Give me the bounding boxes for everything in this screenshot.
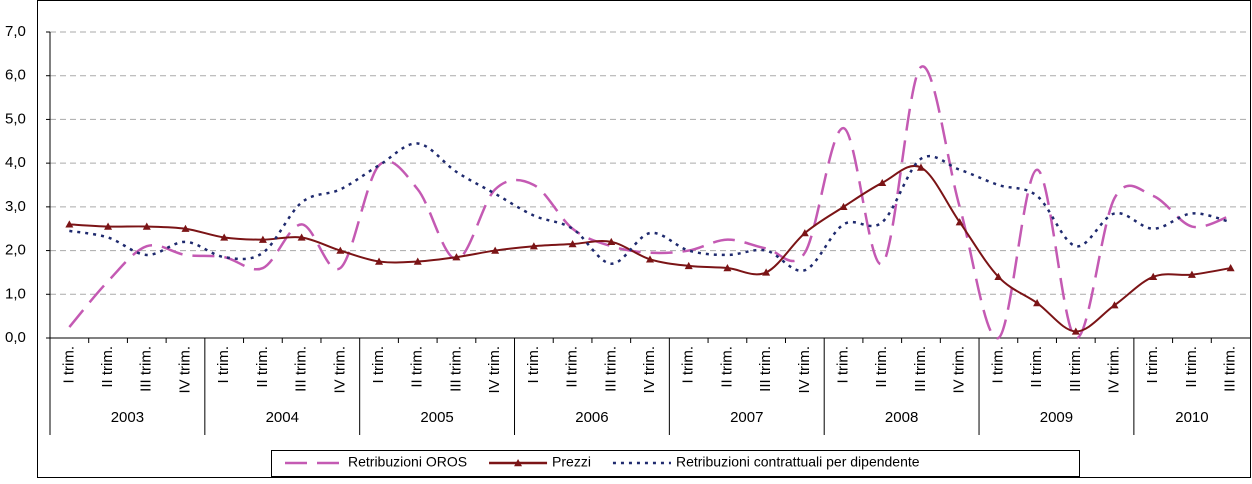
point-marker xyxy=(1071,327,1080,335)
point-marker xyxy=(800,229,809,237)
x-tick-label: III trim. xyxy=(447,346,464,392)
x-tick-label: I trim. xyxy=(989,346,1006,384)
x-group-label: 2009 xyxy=(1040,409,1073,426)
series-line xyxy=(68,65,1232,340)
legend-marker xyxy=(514,459,523,467)
point-marker xyxy=(413,257,422,265)
point-marker xyxy=(220,233,229,241)
point-marker xyxy=(762,268,771,276)
x-tick-label: IV trim. xyxy=(486,346,503,394)
x-tick-label: III trim. xyxy=(1222,346,1239,392)
x-tick-label: II trim. xyxy=(409,346,426,388)
x-tick-label: I trim. xyxy=(525,346,542,384)
legend-label: Retribuzioni contrattuali per dipendente xyxy=(676,454,920,470)
point-marker xyxy=(723,264,732,272)
x-tick-label: I trim. xyxy=(60,346,77,384)
point-marker xyxy=(646,255,654,263)
point-marker xyxy=(1110,301,1119,309)
x-tick-label: IV trim. xyxy=(331,346,348,394)
x-tick-label: IV trim. xyxy=(951,346,968,394)
point-marker xyxy=(955,218,964,226)
x-group-label: 2008 xyxy=(885,409,918,426)
point-marker xyxy=(568,240,577,248)
x-group-label: 2003 xyxy=(111,409,144,426)
y-tick-label: 2,0 xyxy=(5,242,26,259)
point-marker xyxy=(297,233,306,241)
x-tick-label: II trim. xyxy=(718,346,735,388)
point-marker xyxy=(916,163,925,171)
x-tick-label: IV trim. xyxy=(641,346,658,394)
point-marker xyxy=(994,272,1003,280)
chart-border xyxy=(37,0,1251,478)
point-marker xyxy=(491,246,500,254)
x-tick-label: IV trim. xyxy=(176,346,193,394)
x-tick-label: III trim. xyxy=(138,346,155,392)
x-tick-label: I trim. xyxy=(215,346,232,384)
x-tick-label: II trim. xyxy=(1183,346,1200,388)
x-tick-label: IV trim. xyxy=(796,346,813,394)
x-tick-label: III trim. xyxy=(293,346,310,392)
point-marker xyxy=(684,261,693,270)
x-tick-label: IV trim. xyxy=(1105,346,1122,394)
point-marker xyxy=(142,222,151,230)
x-group-label: 2004 xyxy=(266,409,299,426)
x-tick-label: I trim. xyxy=(680,346,697,384)
x-tick-label: II trim. xyxy=(99,346,116,388)
x-tick-label: I trim. xyxy=(835,346,852,384)
x-tick-label: II trim. xyxy=(564,346,581,388)
x-tick-label: II trim. xyxy=(873,346,890,388)
point-marker xyxy=(1149,272,1158,280)
y-tick-label: 7,0 xyxy=(5,23,26,40)
y-tick-label: 6,0 xyxy=(5,67,26,84)
x-tick-label: I trim. xyxy=(370,346,387,384)
point-marker xyxy=(529,242,538,250)
y-tick-label: 4,0 xyxy=(5,154,26,171)
point-marker xyxy=(181,224,190,232)
legend-label: Prezzi xyxy=(552,454,591,470)
x-group-label: 2010 xyxy=(1175,409,1208,426)
x-group-label: 2006 xyxy=(575,409,608,426)
y-tick-label: 0,0 xyxy=(5,329,26,346)
x-tick-label: I trim. xyxy=(1144,346,1161,384)
point-marker xyxy=(258,235,267,243)
point-marker xyxy=(1033,299,1042,307)
x-tick-label: III trim. xyxy=(912,346,929,392)
x-tick-label: II trim. xyxy=(1028,346,1045,388)
point-marker xyxy=(104,222,113,230)
point-marker xyxy=(375,257,384,265)
point-marker xyxy=(336,246,345,254)
point-marker xyxy=(607,237,616,246)
point-marker xyxy=(65,220,74,228)
point-marker xyxy=(878,178,887,187)
x-tick-label: III trim. xyxy=(757,346,774,392)
x-tick-label: II trim. xyxy=(254,346,271,388)
y-tick-label: 1,0 xyxy=(5,285,26,302)
point-marker xyxy=(1226,264,1235,272)
legend-label: Retribuzioni OROS xyxy=(348,454,467,470)
point-marker xyxy=(452,253,461,261)
x-group-label: 2005 xyxy=(420,409,453,426)
y-tick-label: 3,0 xyxy=(5,198,26,215)
x-tick-label: III trim. xyxy=(602,346,619,392)
legend-box xyxy=(271,450,1080,477)
y-tick-label: 5,0 xyxy=(5,110,26,127)
point-marker xyxy=(839,202,848,211)
point-marker xyxy=(1187,270,1196,278)
x-tick-label: III trim. xyxy=(1067,346,1084,392)
x-group-label: 2007 xyxy=(730,409,763,426)
